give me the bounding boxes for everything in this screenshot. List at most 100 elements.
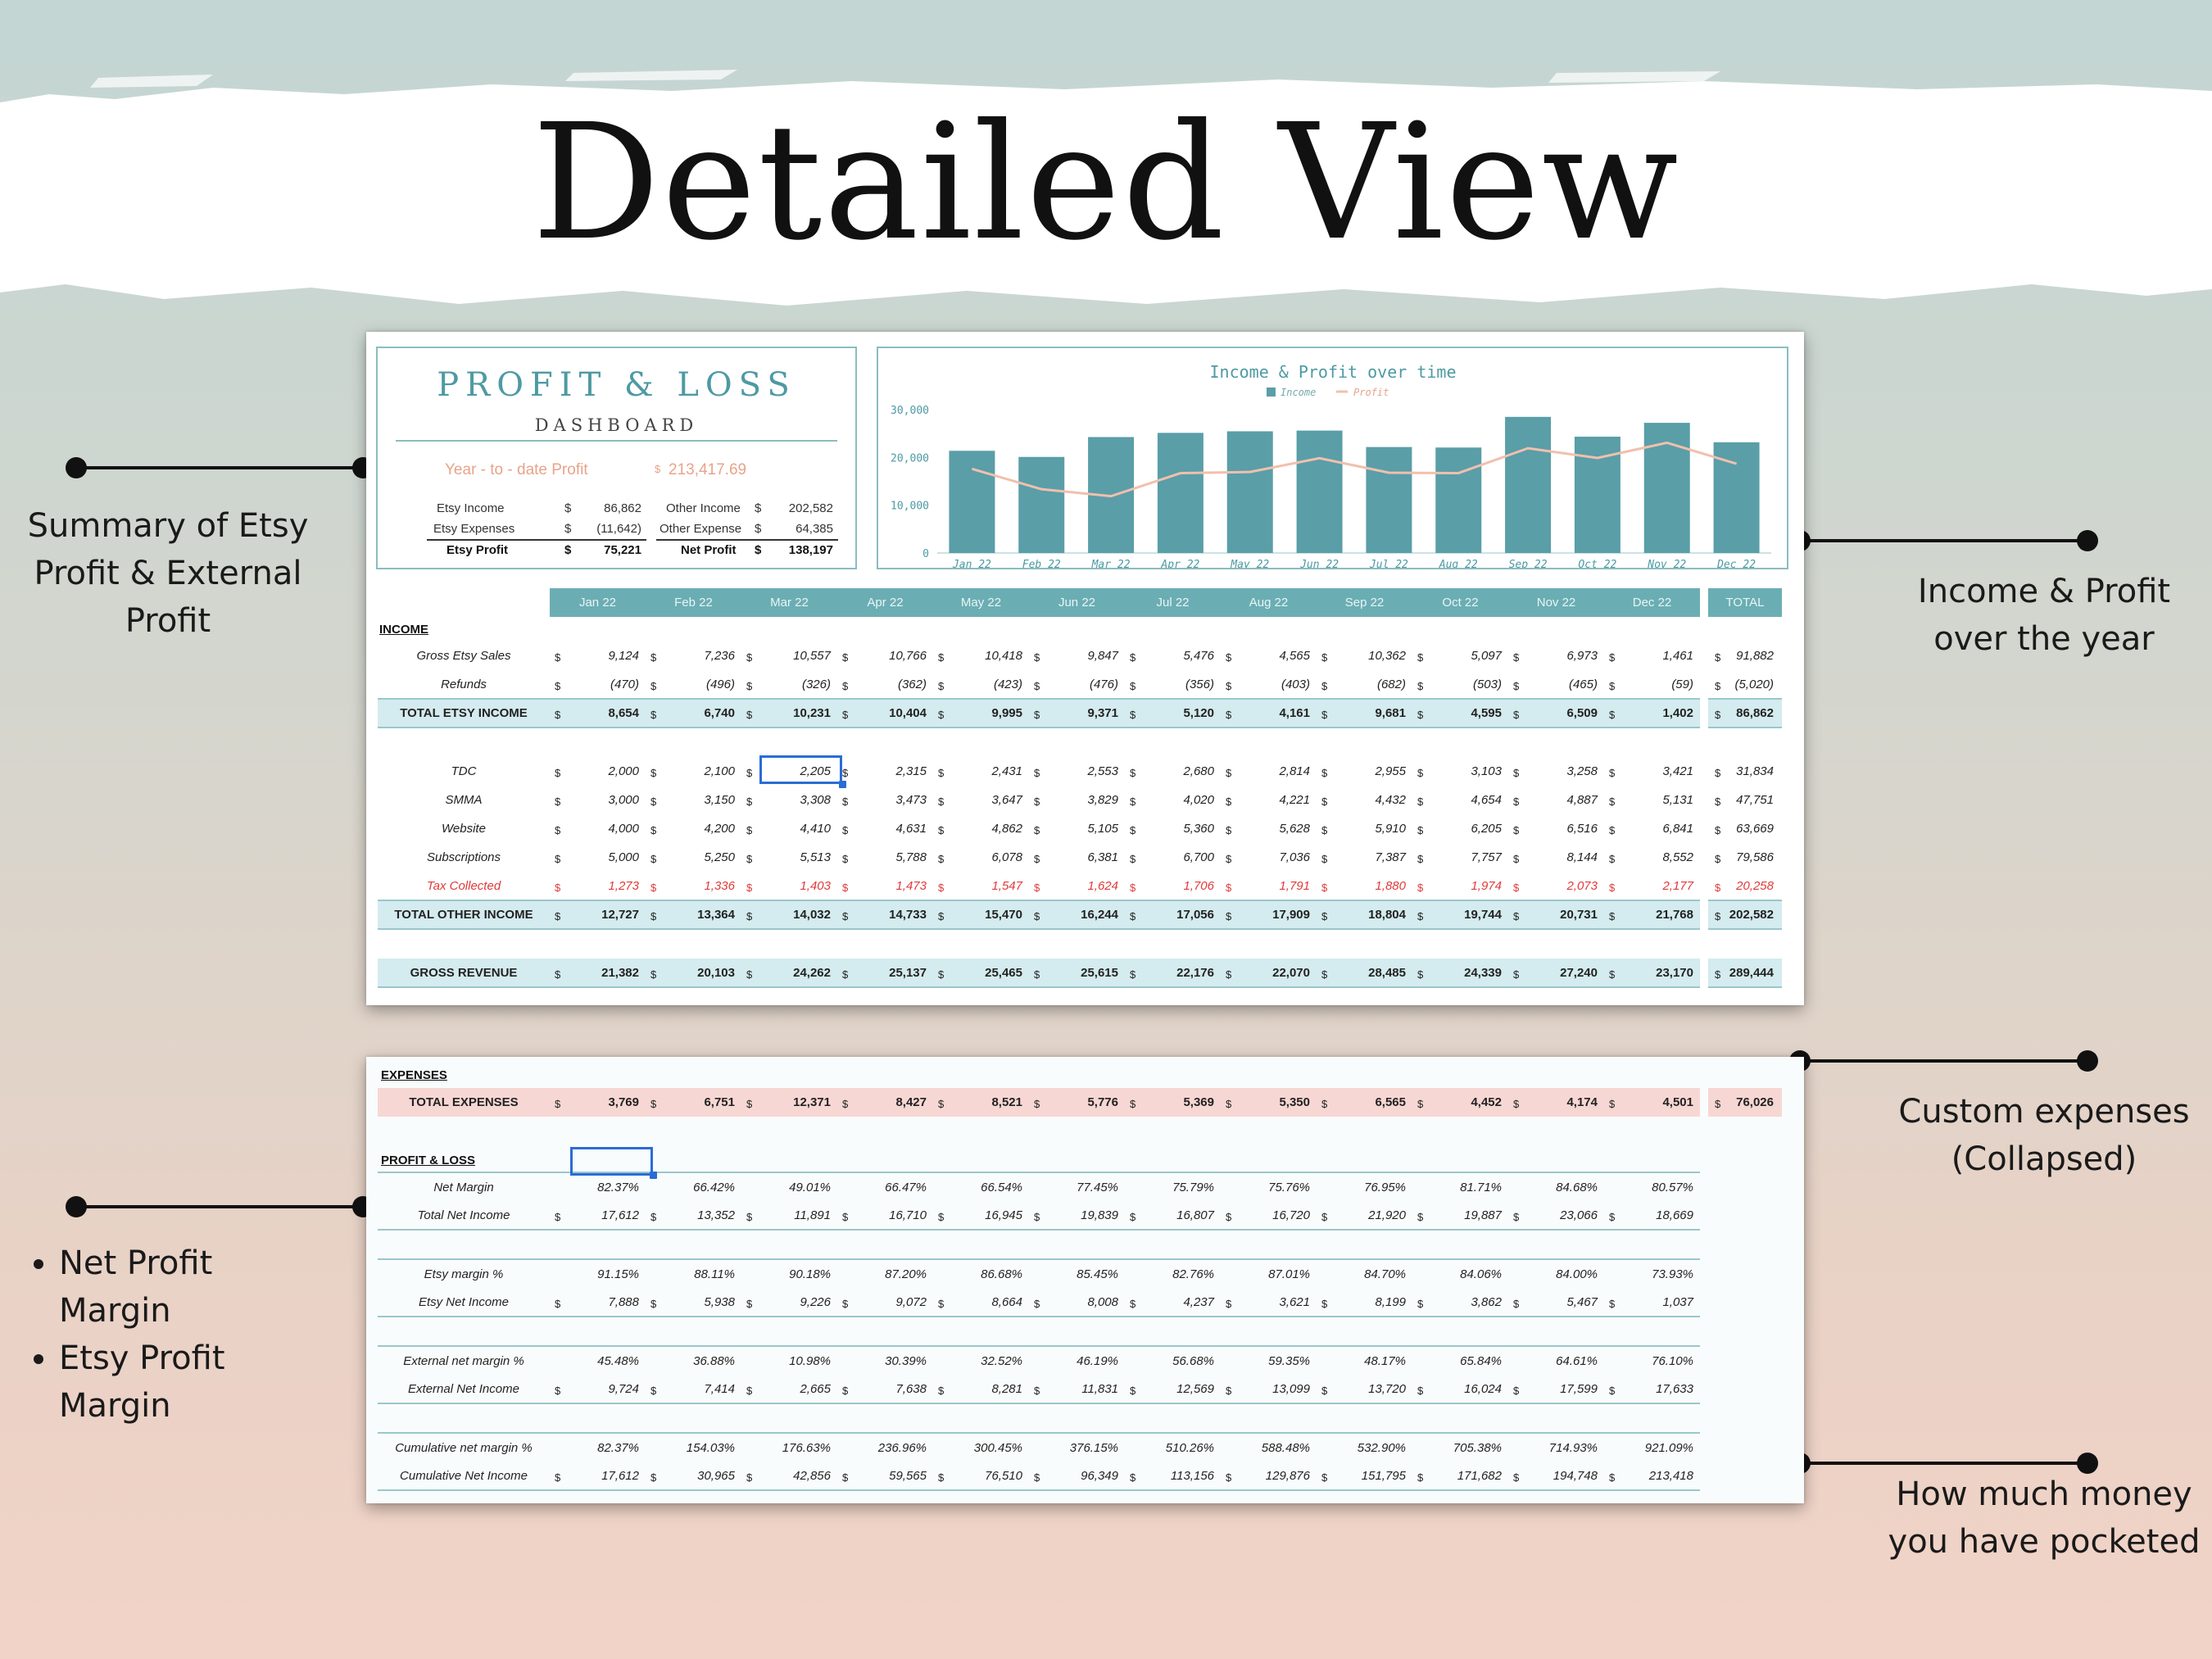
value-cell[interactable]: 4,161 <box>1239 699 1317 728</box>
value-cell[interactable]: 7,036 <box>1279 850 1310 864</box>
value-cell[interactable]: 194,748 <box>1526 1462 1604 1491</box>
value-cell[interactable]: 48.17% <box>1335 1345 1412 1375</box>
value-cell[interactable]: 8,664 <box>951 1288 1029 1317</box>
value-cell[interactable]: 59,565 <box>855 1462 933 1491</box>
value-cell[interactable]: 76.95% <box>1335 1172 1412 1201</box>
fill-handle[interactable] <box>650 1172 657 1179</box>
value-cell[interactable]: 87.01% <box>1239 1258 1317 1288</box>
value-cell[interactable]: 176.63% <box>759 1432 837 1462</box>
value-cell[interactable]: 82.76% <box>1143 1258 1221 1288</box>
value-cell[interactable]: 8,199 <box>1335 1288 1412 1317</box>
value-cell[interactable]: 4,501 <box>1622 1088 1700 1117</box>
value-cell[interactable]: 1,974 <box>1430 872 1508 901</box>
value-cell[interactable]: 11,831 <box>1047 1375 1125 1404</box>
value-cell[interactable]: 5,000 <box>608 850 639 864</box>
value-cell[interactable]: 5,360 <box>1183 822 1214 836</box>
value-cell[interactable]: 17,909 <box>1239 900 1317 930</box>
value-cell[interactable]: 1,624 <box>1047 872 1125 901</box>
value-cell[interactable]: 9,995 <box>951 699 1029 728</box>
value-cell[interactable]: 14,032 <box>759 900 837 930</box>
value-cell[interactable]: 16,720 <box>1239 1201 1317 1231</box>
value-cell[interactable]: 28,485 <box>1335 959 1412 988</box>
value-cell[interactable]: 82.37% <box>568 1172 646 1201</box>
value-cell[interactable]: 17,056 <box>1143 900 1221 930</box>
value-cell[interactable]: 66.42% <box>664 1172 741 1201</box>
value-cell[interactable]: 6,973 <box>1566 649 1598 663</box>
value-cell[interactable]: 6,078 <box>991 850 1022 864</box>
value-cell[interactable]: 8,521 <box>951 1088 1029 1117</box>
value-cell[interactable]: 2,205 <box>800 764 831 778</box>
value-cell[interactable]: 7,414 <box>664 1375 741 1404</box>
value-cell[interactable]: 714.93% <box>1526 1432 1604 1462</box>
value-cell[interactable]: 1,461 <box>1662 649 1693 663</box>
value-cell[interactable]: 5,938 <box>664 1288 741 1317</box>
value-cell[interactable]: 213,418 <box>1622 1462 1700 1491</box>
value-cell[interactable]: 10,557 <box>793 649 831 663</box>
value-cell[interactable]: 171,682 <box>1430 1462 1508 1491</box>
value-cell[interactable]: 3,829 <box>1087 793 1118 807</box>
income-bar[interactable] <box>1366 446 1412 553</box>
value-cell[interactable]: 66.47% <box>855 1172 933 1201</box>
value-cell[interactable]: 10.98% <box>759 1345 837 1375</box>
value-cell[interactable]: 154.03% <box>664 1432 741 1462</box>
value-cell[interactable]: 921.09% <box>1622 1432 1700 1462</box>
value-cell[interactable]: 19,839 <box>1047 1201 1125 1231</box>
value-cell[interactable]: 10,766 <box>889 649 927 663</box>
value-cell[interactable]: 8,552 <box>1662 850 1693 864</box>
value-cell[interactable]: 8,654 <box>568 699 646 728</box>
value-cell[interactable]: 22,070 <box>1239 959 1317 988</box>
value-cell[interactable]: 11,891 <box>759 1201 837 1231</box>
value-cell[interactable]: 3,308 <box>800 793 831 807</box>
value-cell[interactable]: (59) <box>1622 670 1700 700</box>
income-bar[interactable] <box>1018 456 1065 553</box>
value-cell[interactable]: 2,553 <box>1087 764 1118 778</box>
income-bar[interactable] <box>1296 430 1343 553</box>
value-cell[interactable]: 10,362 <box>1368 649 1406 663</box>
value-cell[interactable]: 76.10% <box>1622 1345 1700 1375</box>
value-cell[interactable]: 4,565 <box>1279 649 1310 663</box>
value-cell[interactable]: 12,371 <box>759 1088 837 1117</box>
value-cell[interactable]: 13,364 <box>664 900 741 930</box>
value-cell[interactable]: 2,000 <box>608 764 639 778</box>
value-cell[interactable]: 3,000 <box>608 793 639 807</box>
value-cell[interactable]: 25,615 <box>1047 959 1125 988</box>
value-cell[interactable]: 42,856 <box>759 1462 837 1491</box>
value-cell[interactable]: 87.20% <box>855 1258 933 1288</box>
value-cell[interactable]: 86.68% <box>951 1258 1029 1288</box>
value-cell[interactable]: 1,402 <box>1622 699 1700 728</box>
value-cell[interactable]: 5,476 <box>1183 649 1214 663</box>
value-cell[interactable]: 236.96% <box>855 1432 933 1462</box>
value-cell[interactable]: 9,724 <box>568 1375 646 1404</box>
value-cell[interactable]: 8,281 <box>951 1375 1029 1404</box>
value-cell[interactable]: 8,008 <box>1047 1288 1125 1317</box>
value-cell[interactable]: 13,099 <box>1239 1375 1317 1404</box>
value-cell[interactable]: 129,876 <box>1239 1462 1317 1491</box>
value-cell[interactable]: 18,804 <box>1335 900 1412 930</box>
value-cell[interactable]: 27,240 <box>1526 959 1604 988</box>
value-cell[interactable]: 1,706 <box>1143 872 1221 901</box>
value-cell[interactable]: 22,176 <box>1143 959 1221 988</box>
value-cell[interactable]: 2,955 <box>1375 764 1406 778</box>
value-cell[interactable]: 17,633 <box>1622 1375 1700 1404</box>
value-cell[interactable]: 4,654 <box>1471 793 1502 807</box>
value-cell[interactable]: 4,174 <box>1526 1088 1604 1117</box>
value-cell[interactable]: 3,150 <box>704 793 735 807</box>
value-cell[interactable]: 8,144 <box>1566 850 1598 864</box>
value-cell[interactable]: 36.88% <box>664 1345 741 1375</box>
value-cell[interactable]: (362) <box>855 670 933 700</box>
value-cell[interactable]: 45.48% <box>568 1345 646 1375</box>
value-cell[interactable]: 2,814 <box>1279 764 1310 778</box>
value-cell[interactable]: 5,910 <box>1375 822 1406 836</box>
value-cell[interactable]: 77.45% <box>1047 1172 1125 1201</box>
total-cell[interactable]: 76,026 <box>1723 1088 1782 1117</box>
selected-cell[interactable] <box>759 755 842 784</box>
value-cell[interactable]: 3,769 <box>568 1088 646 1117</box>
value-cell[interactable]: 49.01% <box>759 1172 837 1201</box>
value-cell[interactable]: 13,352 <box>664 1201 741 1231</box>
value-cell[interactable]: 6,381 <box>1087 850 1118 864</box>
total-cell[interactable]: 63,669 <box>1736 822 1774 836</box>
value-cell[interactable]: 4,200 <box>704 822 735 836</box>
value-cell[interactable]: 5,105 <box>1087 822 1118 836</box>
value-cell[interactable]: 20,103 <box>664 959 741 988</box>
value-cell[interactable]: 84.68% <box>1526 1172 1604 1201</box>
